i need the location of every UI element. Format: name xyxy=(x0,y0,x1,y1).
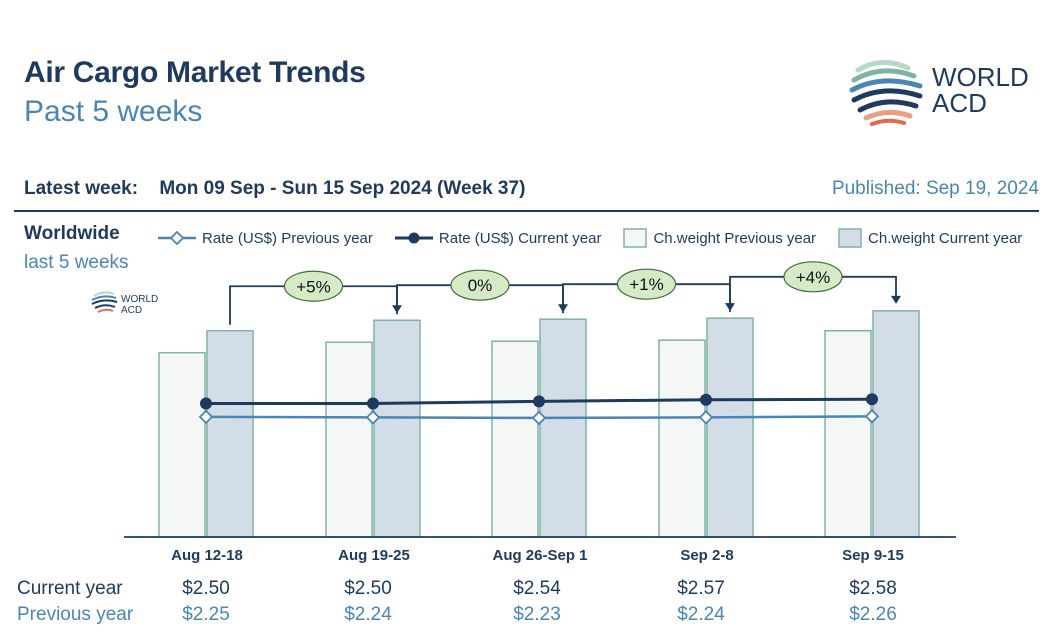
rate-lines-group xyxy=(198,393,880,426)
small-logo-text-line2: ACD xyxy=(121,305,142,316)
bar-weight-current-year xyxy=(539,318,587,538)
small-logo-text-line1: WORLD xyxy=(121,294,158,305)
change-bubble xyxy=(450,269,510,301)
bar-prev-swatch-icon xyxy=(623,228,648,248)
page-title: Air Cargo Market Trends xyxy=(24,56,366,89)
legend-rate-cur: Rate (US$) Current year xyxy=(394,229,602,247)
rate-previous-cell: $2.23 xyxy=(513,604,561,625)
rate-current-year-point xyxy=(533,395,545,408)
rates-table: Current year Previous year $2.50 $2.50 $… xyxy=(0,572,1053,632)
rate-current-cell: $2.54 xyxy=(513,578,561,599)
change-label: +4% xyxy=(796,268,831,287)
change-connectors-group: +5% 0% +1% +4% xyxy=(229,261,901,325)
latest-week-label: Latest week: xyxy=(24,178,139,199)
change-bubble xyxy=(783,261,843,293)
logo-swoosh-icon xyxy=(849,60,923,126)
rate-current-cell: $2.50 xyxy=(344,578,392,599)
bar-weight-current-year xyxy=(706,317,754,538)
legend-rate-cur-label: Rate (US$) Current year xyxy=(438,229,602,247)
worldacd-logo: WORLD ACD xyxy=(848,56,1048,136)
small-logo: WORLD ACD xyxy=(91,291,158,316)
rate-current-cell: $2.57 xyxy=(677,578,725,599)
rate-previous-year-point xyxy=(864,409,880,424)
x-tick-labels-group: Aug 12-18 Aug 19-25 Aug 26-Sep 1 Sep 2-8 Sep… xyxy=(171,547,904,564)
bar-weight-previous-year xyxy=(824,329,872,538)
bar-weight-previous-year xyxy=(491,340,539,538)
rate-current-year-point xyxy=(200,397,212,410)
rate-previous-cell: $2.24 xyxy=(677,604,725,625)
legend-weight-cur: Ch.weight Current year xyxy=(838,228,1022,248)
bars-group xyxy=(158,310,920,538)
legend-rate-prev: Rate (US$) Previous year xyxy=(158,230,373,247)
rates-previous-label: Previous year xyxy=(17,604,134,625)
rate-current-year-point xyxy=(367,397,379,410)
dot-line-icon xyxy=(394,232,433,244)
bar-weight-previous-year xyxy=(325,341,373,538)
x-tick-label: Sep 9-15 xyxy=(842,547,904,564)
legend-weight-prev-label: Ch.weight Previous year xyxy=(653,229,817,247)
rate-current-cell: $2.58 xyxy=(849,578,897,599)
rates-current-label: Current year xyxy=(17,578,123,599)
published-date: Published: Sep 19, 2024 xyxy=(831,178,1039,199)
region-period: last 5 weeks xyxy=(24,252,129,273)
bar-weight-current-year xyxy=(872,310,920,538)
legend-rate-prev-label: Rate (US$) Previous year xyxy=(202,229,373,247)
region-name: Worldwide xyxy=(24,223,120,244)
latest-week-row: Latest week: Mon 09 Sep - Sun 15 Sep 202… xyxy=(24,178,1039,200)
rate-previous-cell: $2.26 xyxy=(849,604,897,625)
rate-previous-year-point xyxy=(198,409,214,425)
rate-current-year-point xyxy=(700,393,712,406)
rate-current-year-point xyxy=(866,393,878,406)
x-tick-label: Aug 26-Sep 1 xyxy=(492,547,587,564)
rate-previous-year-point xyxy=(531,410,547,426)
change-label: 0% xyxy=(468,276,493,295)
rate-previous-cell: $2.25 xyxy=(182,604,230,625)
diamond-line-icon xyxy=(158,231,196,245)
chart-plot: WORLD ACD +5% 0% +1% +4% Aug 12-18 Aug 19-25… xyxy=(91,261,956,564)
x-tick-label: Aug 19-25 xyxy=(338,547,410,564)
bar-cur-swatch-icon xyxy=(838,228,862,248)
small-logo-swoosh-icon xyxy=(91,291,118,313)
rate-current-cell: $2.50 xyxy=(182,578,230,599)
change-bubble xyxy=(616,268,677,300)
logo-text: WORLD ACD xyxy=(932,62,1029,118)
page-subtitle: Past 5 weeks xyxy=(24,95,203,128)
legend-weight-prev: Ch.weight Previous year xyxy=(623,228,816,248)
x-tick-label: Sep 2-8 xyxy=(680,547,733,564)
header-divider xyxy=(14,210,1039,212)
bar-weight-previous-year xyxy=(158,351,206,538)
bar-weight-previous-year xyxy=(658,339,706,538)
bar-weight-current-year xyxy=(373,319,421,538)
x-tick-label: Aug 12-18 xyxy=(171,547,243,564)
latest-week-value: Mon 09 Sep - Sun 15 Sep 2024 (Week 37) xyxy=(159,178,526,199)
chart-legend: Rate (US$) Previous year Rate (US$) Curr… xyxy=(158,226,1022,250)
change-bubble xyxy=(283,270,344,302)
rate-previous-cell: $2.24 xyxy=(344,604,392,625)
change-label: +5% xyxy=(296,277,331,296)
change-label: +1% xyxy=(629,275,664,294)
rate-previous-year-point xyxy=(365,410,381,425)
bar-weight-current-year xyxy=(206,329,254,538)
rate-previous-year-point xyxy=(698,410,714,425)
arrow-down-icon xyxy=(891,295,901,304)
legend-weight-cur-label: Ch.weight Current year xyxy=(868,229,1023,247)
